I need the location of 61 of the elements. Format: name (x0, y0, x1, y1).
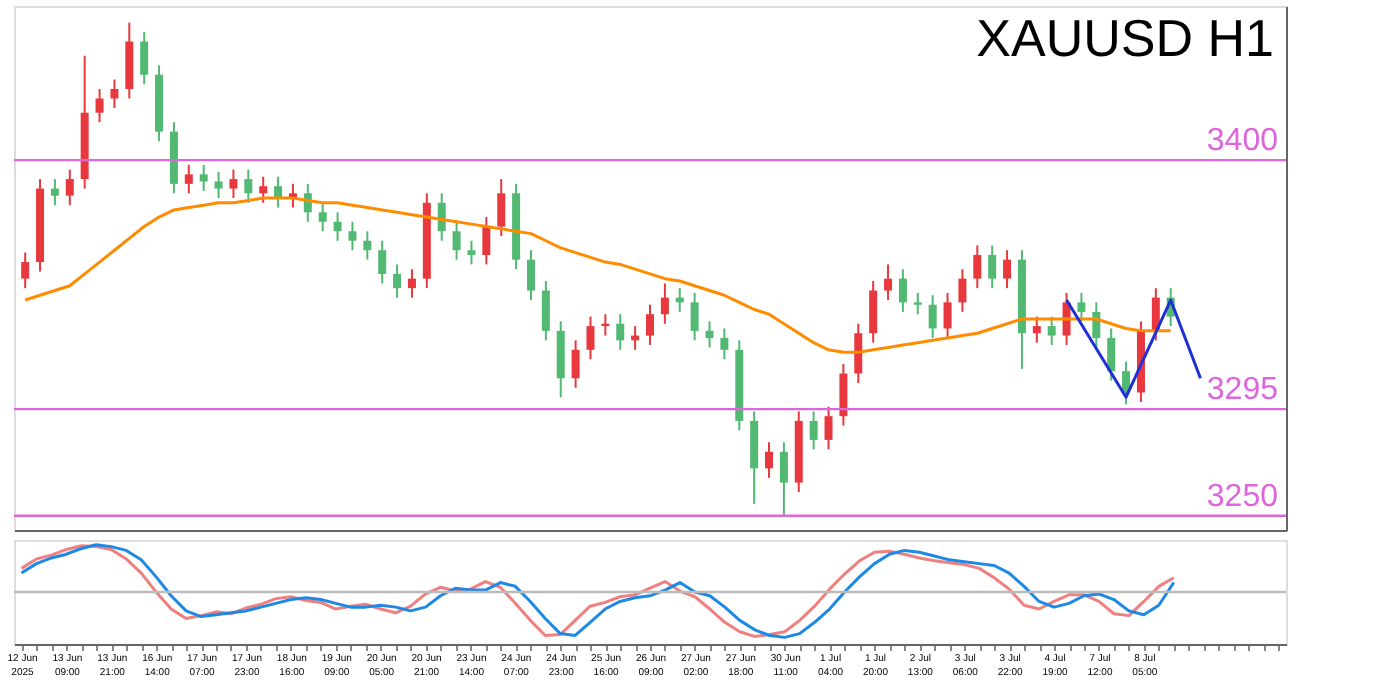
candlestick (259, 175, 268, 204)
candlestick (1047, 315, 1056, 347)
candlestick (690, 291, 699, 342)
candlestick (95, 87, 104, 124)
candlestick (452, 220, 461, 261)
candlestick (913, 291, 922, 316)
candlestick (884, 263, 893, 302)
candlestick (393, 263, 402, 299)
candlestick (824, 405, 833, 451)
candlestick (958, 268, 967, 313)
ref-line-label: 3400 (1206, 124, 1279, 159)
candlestick (229, 168, 238, 200)
candlestick (928, 294, 937, 339)
candlestick (378, 239, 387, 285)
candlestick (1107, 327, 1116, 382)
candlestick (988, 244, 997, 290)
candlestick (348, 220, 357, 252)
candlestick (809, 410, 818, 451)
ref-line-label: 3250 (1206, 479, 1279, 514)
ref-line-label: 3295 (1206, 373, 1279, 408)
candlestick (646, 303, 654, 347)
candlestick (110, 78, 119, 109)
candlestick (482, 216, 491, 266)
candlestick (526, 249, 535, 302)
candlestick (541, 280, 550, 342)
candlestick (571, 339, 580, 389)
candlestick (333, 211, 342, 242)
chart-title: XAUUSD H1 (976, 8, 1274, 68)
candlestick (660, 282, 669, 325)
candlestick (556, 320, 565, 399)
candlestick (1003, 249, 1012, 290)
candlestick (140, 31, 149, 86)
candlestick (363, 230, 372, 261)
candlestick (497, 178, 506, 237)
candlestick (705, 320, 714, 349)
candlestick (720, 327, 729, 361)
candlestick (214, 170, 223, 200)
candlestick (318, 201, 327, 233)
candlestick (839, 363, 848, 427)
candlestick (244, 168, 253, 204)
candlestick (1032, 315, 1041, 344)
candlestick (184, 163, 193, 195)
candlestick (943, 291, 952, 339)
candlestick (125, 21, 134, 100)
candlestick (898, 268, 907, 313)
candlestick (50, 178, 59, 207)
candlestick (765, 441, 774, 479)
candlestick (199, 163, 208, 192)
candlestick (65, 168, 74, 207)
candlestick (616, 313, 625, 351)
candlestick (973, 244, 982, 290)
candlestick (779, 441, 788, 517)
candlestick (1077, 291, 1086, 323)
candlestick (467, 239, 476, 266)
candlestick (854, 322, 863, 384)
candlestick (21, 251, 30, 290)
candlestick (274, 175, 283, 209)
candlestick (869, 280, 878, 344)
candlestick (407, 268, 416, 299)
candlestick (586, 315, 595, 361)
candlestick (750, 410, 759, 505)
